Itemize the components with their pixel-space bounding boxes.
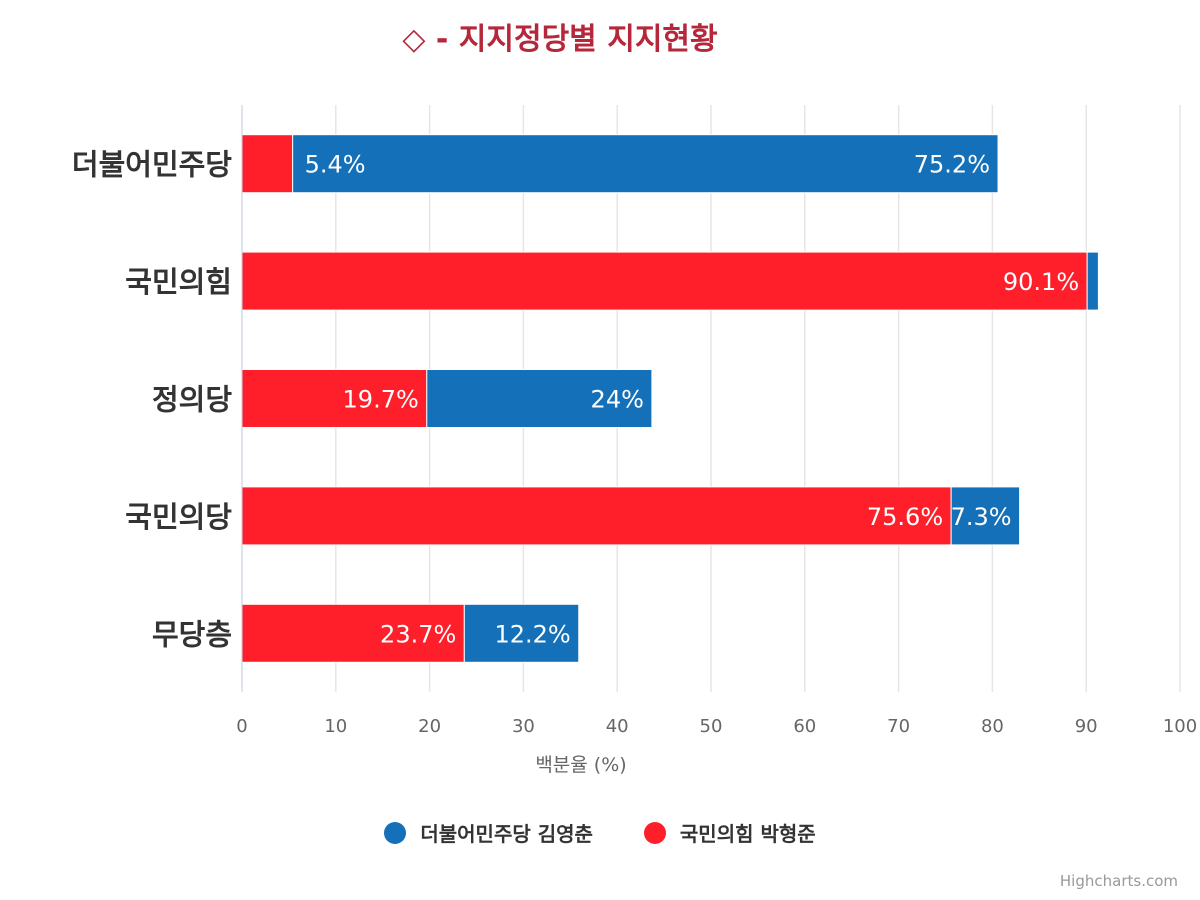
data-label: 23.7% xyxy=(380,620,456,648)
bar xyxy=(292,134,999,194)
x-tick-label: 10 xyxy=(324,716,347,737)
bar xyxy=(241,134,294,194)
data-label: 5.4% xyxy=(305,151,366,179)
legend-item-series0[interactable]: 더불어민주당 김영춘 xyxy=(384,818,593,847)
x-tick-label: 70 xyxy=(887,716,910,737)
credits-link[interactable]: Highcharts.com xyxy=(1059,872,1178,890)
legend-label-series0: 더불어민주당 김영춘 xyxy=(420,822,593,846)
data-label: 19.7% xyxy=(343,386,419,414)
bar xyxy=(1086,251,1099,311)
legend-marker-series1 xyxy=(643,821,666,844)
bar xyxy=(426,369,653,428)
x-tick-label: 40 xyxy=(606,716,629,737)
x-tick-label: 60 xyxy=(793,716,816,737)
data-label: 75.6% xyxy=(867,503,943,531)
legend-marker-series0 xyxy=(384,821,407,844)
category-label: 더불어민주당 xyxy=(72,148,232,182)
category-label: 국민의당 xyxy=(125,500,232,534)
x-tick-label: 50 xyxy=(700,716,723,737)
data-label: 90.1% xyxy=(1003,268,1079,296)
bar xyxy=(241,486,952,546)
x-tick-label: 30 xyxy=(512,716,535,737)
x-tick-label: 0 xyxy=(236,716,247,737)
data-label: 75.2% xyxy=(914,151,990,179)
data-label: 7.3% xyxy=(951,503,1012,531)
bar xyxy=(463,603,580,663)
category-label: 정의당 xyxy=(152,383,232,417)
x-tick-label: 90 xyxy=(1075,716,1098,737)
data-label: 12.2% xyxy=(494,620,570,648)
x-tick-label: 20 xyxy=(418,716,441,737)
legend: 더불어민주당 김영춘 국민의힘 박형준 xyxy=(0,818,1200,849)
category-label: 무당층 xyxy=(152,617,232,651)
x-tick-label: 100 xyxy=(1163,716,1197,737)
axis-title: 백분율 (%) xyxy=(535,754,626,776)
category-label: 국민의힘 xyxy=(125,265,232,299)
data-label: 24% xyxy=(591,386,644,414)
chart-title-text: ◇ - 지지정당별 지지현황 xyxy=(402,22,718,57)
legend-item-series1[interactable]: 국민의힘 박형준 xyxy=(643,818,816,847)
bar-chart: 0 10 20 30 40 50 60 70 80 90 100 백분율 (%) 더불어민주당 75.2%… xyxy=(72,105,1197,776)
bar xyxy=(241,251,1088,311)
legend-label-series1: 국민의힘 박형준 xyxy=(679,822,816,846)
chart-title: ◇ - 지지정당별 지지현황 xyxy=(0,14,1120,58)
x-tick-label: 80 xyxy=(981,716,1004,737)
bar xyxy=(950,486,1021,546)
